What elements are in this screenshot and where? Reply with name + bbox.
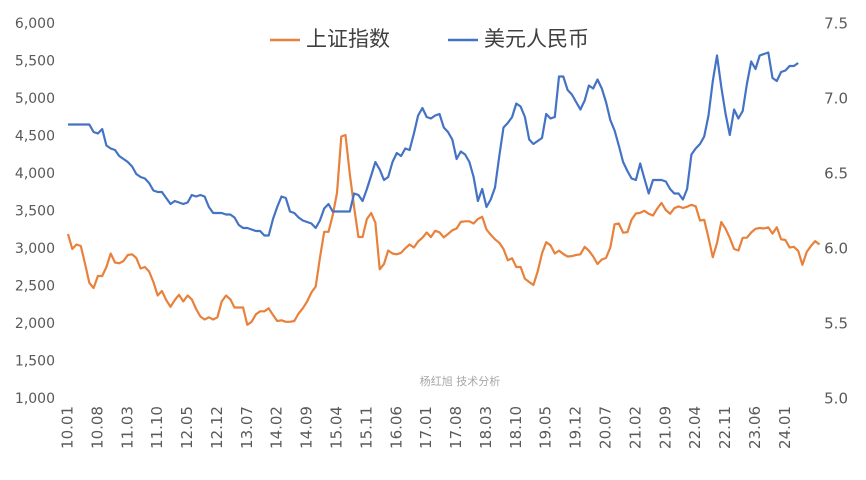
y-tick-label: 6,000 <box>15 16 55 32</box>
line-series <box>68 51 799 237</box>
x-tick-label: 14.09 <box>298 406 316 449</box>
y-tick-label: 4,000 <box>15 166 55 182</box>
y-tick-label: 5,500 <box>15 54 55 70</box>
y2-tick-label: 5.0 <box>824 390 848 408</box>
y-tick-label: 1,000 <box>15 391 55 407</box>
x-tick-label: 19.12 <box>567 406 585 449</box>
x-tick-label: 21.09 <box>656 406 674 449</box>
x-tick-label: 18.10 <box>507 406 525 449</box>
line-series <box>66 133 821 326</box>
x-tick-label: 23.06 <box>746 406 764 449</box>
x-tick-label: 14.02 <box>268 406 286 449</box>
x-tick-label: 19.05 <box>537 406 555 449</box>
y2-tick-label: 6.0 <box>824 240 848 258</box>
x-tick-label: 11.10 <box>148 406 166 449</box>
x-tick-label: 22.04 <box>686 406 704 449</box>
legend-label: 上证指数 <box>306 27 390 51</box>
x-tick-label: 12.05 <box>178 406 196 449</box>
y-tick-label: 1,500 <box>15 354 55 370</box>
x-tick-label: 11.03 <box>118 406 136 449</box>
y-tick-label: 5,000 <box>15 91 55 107</box>
x-tick-label: 22.11 <box>716 406 734 449</box>
y2-tick-label: 5.5 <box>824 315 848 333</box>
legend-label: 美元人民币 <box>484 27 589 51</box>
x-tick-label: 21.02 <box>626 406 644 449</box>
y2-tick-label: 6.5 <box>824 165 848 183</box>
x-tick-label: 13.07 <box>238 406 256 449</box>
watermark: 杨红旭 技术分析 <box>420 374 501 388</box>
y2-tick-label: 7.5 <box>824 15 848 33</box>
y-tick-label: 2,000 <box>15 316 55 332</box>
y-tick-label: 2,500 <box>15 279 55 295</box>
x-tick-label: 10.08 <box>88 406 106 449</box>
x-tick-label: 15.11 <box>357 406 375 449</box>
y-tick-label: 3,000 <box>15 241 55 257</box>
x-tick-label: 16.06 <box>387 406 405 449</box>
y-tick-label: 3,500 <box>15 204 55 220</box>
x-tick-label: 17.01 <box>417 406 435 449</box>
x-tick-label: 18.03 <box>477 406 495 449</box>
x-tick-label: 20.07 <box>597 406 615 449</box>
x-tick-label: 24.01 <box>776 406 794 449</box>
x-tick-label: 12.12 <box>208 406 226 449</box>
y2-tick-label: 7.0 <box>824 90 848 108</box>
x-tick-label: 10.01 <box>59 406 77 449</box>
x-tick-label: 17.08 <box>447 406 465 449</box>
y-tick-label: 4,500 <box>15 129 55 145</box>
x-tick-label: 15.04 <box>328 406 346 449</box>
